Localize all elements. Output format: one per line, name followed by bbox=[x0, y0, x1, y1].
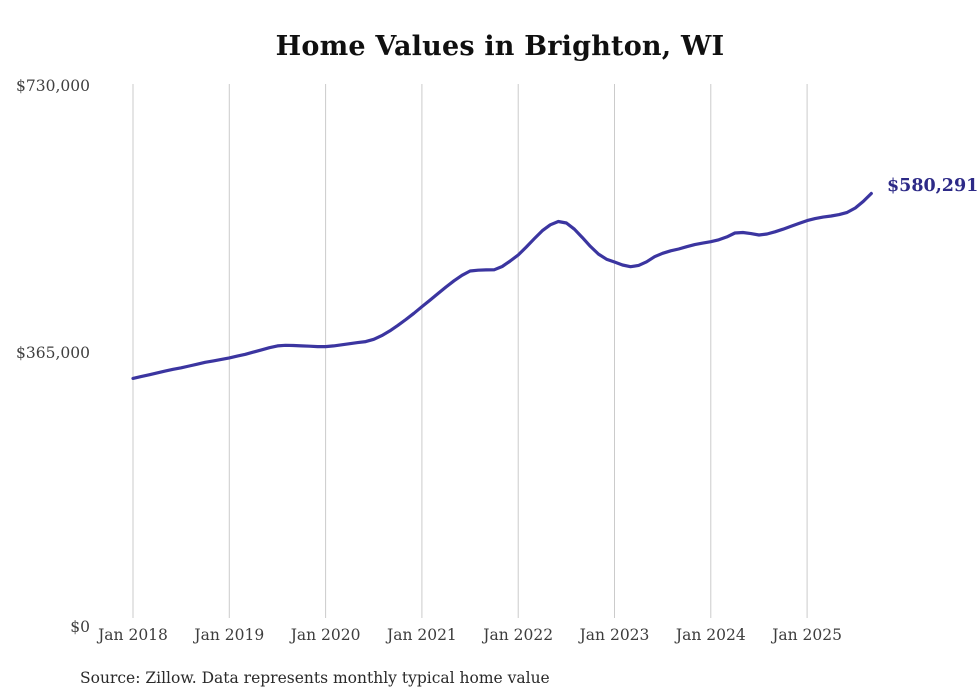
y-tick-365000: $365,000 bbox=[16, 343, 90, 362]
x-tick-jan-2024: Jan 2024 bbox=[675, 626, 746, 644]
y-tick-730000: $730,000 bbox=[16, 76, 90, 95]
x-tick-jan-2020: Jan 2020 bbox=[290, 626, 361, 644]
x-tick-jan-2018: Jan 2018 bbox=[98, 626, 168, 644]
x-tick-jan-2023: Jan 2023 bbox=[579, 626, 650, 644]
x-tick-jan-2022: Jan 2022 bbox=[483, 626, 554, 644]
chart-title: Home Values in Brighton, WI bbox=[275, 31, 725, 62]
latest-value-label: $580,291 bbox=[887, 176, 979, 196]
x-tick-jan-2021: Jan 2021 bbox=[386, 626, 457, 644]
x-tick-jan-2019: Jan 2019 bbox=[194, 626, 265, 644]
y-tick-0: $0 bbox=[70, 618, 90, 636]
home-value-line bbox=[131, 191, 873, 380]
x-tick-jan-2025: Jan 2025 bbox=[772, 626, 842, 644]
source-note: Source: Zillow. Data represents monthly … bbox=[80, 669, 550, 687]
vertical-gridlines bbox=[132, 84, 808, 618]
